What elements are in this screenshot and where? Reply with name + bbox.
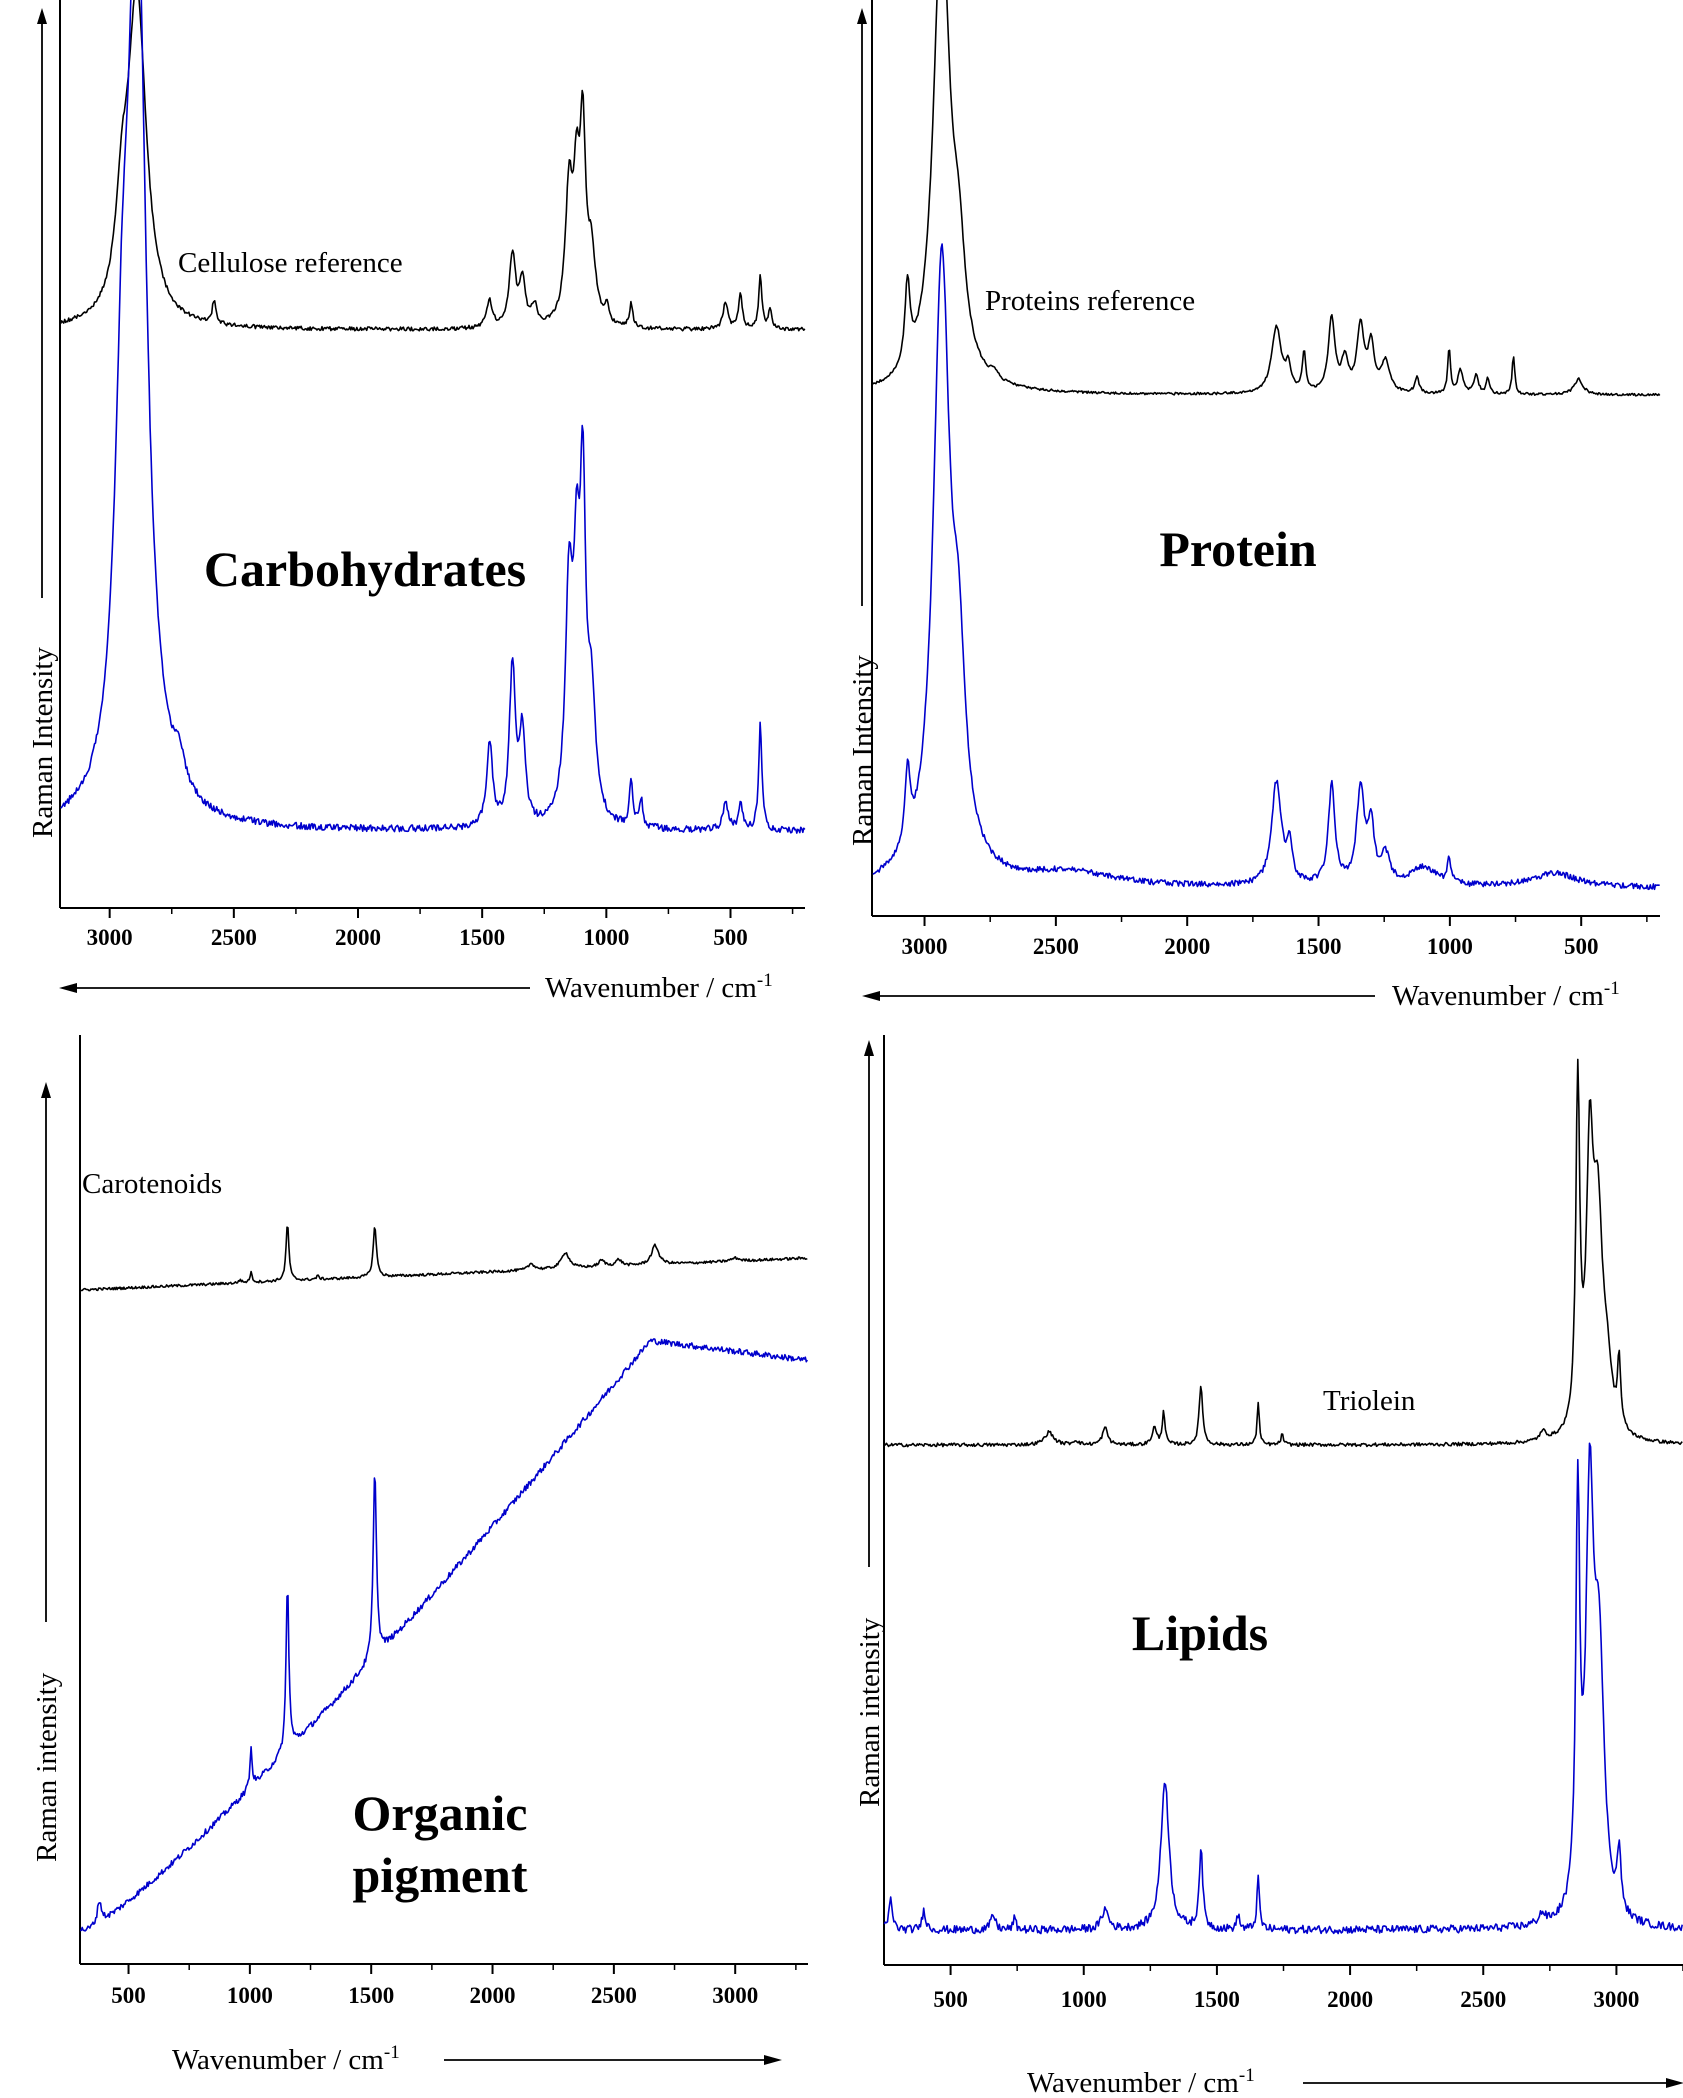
x-axis-arrowhead-icon: [59, 983, 77, 993]
chart-panel-3: 500 1000 1500 2000 2500 3000 Raman intensity Wa…: [31, 1035, 808, 2076]
x-tick-label: 500: [933, 1987, 968, 2012]
x-tick-label: 3000: [87, 925, 133, 950]
x-tick-label: 2000: [1164, 934, 1210, 959]
x-axis-title: Wavenumber / cm-1: [1027, 2065, 1255, 2098]
x-tick-label: 1500: [1194, 1987, 1240, 2012]
y-axis-arrowhead-icon: [857, 8, 867, 24]
x-tick-label: 2000: [470, 1983, 516, 2008]
x-axis-arrowhead-icon: [862, 991, 880, 1001]
sample-spectrum-line: [60, 0, 806, 834]
y-axis-arrowhead-icon: [37, 8, 47, 24]
x-tick-label: 1500: [1296, 934, 1342, 959]
x-axis-title: Wavenumber / cm-1: [172, 2042, 400, 2076]
panel-title-label: pigment: [353, 1847, 528, 1903]
reference-spectrum-line: [883, 1058, 1683, 1448]
reference-spectrum-label: Cellulose reference: [178, 247, 403, 279]
x-tick-label: 2500: [1460, 1987, 1506, 2012]
y-axis-title: Raman Intensity: [847, 655, 879, 846]
x-tick-label: 500: [713, 925, 748, 950]
y-axis-arrowhead-icon: [41, 1082, 51, 1098]
reference-spectrum-line: [872, 0, 1661, 397]
x-tick-label: 2000: [335, 925, 381, 950]
panel-title-label: Lipids: [1132, 1605, 1268, 1661]
x-tick-label: 3000: [1593, 1987, 1639, 2012]
x-tick-label: 1000: [1061, 1987, 1107, 2012]
chart-panel-1: 3000 2500 2000 1500 1000 500 Raman Intensity Wa…: [27, 0, 806, 1004]
x-tick-label: 2500: [591, 1983, 637, 2008]
reference-spectrum-label: Triolein: [1323, 1385, 1416, 1417]
sample-spectrum-line: [872, 243, 1660, 891]
x-axis-title: Wavenumber / cm-1: [1392, 978, 1620, 1012]
y-axis-title: Raman intensity: [854, 1617, 886, 1807]
panel-title-label: Organic: [353, 1785, 528, 1841]
sample-spectrum-line: [883, 1442, 1683, 1935]
y-axis-title: Raman Intensity: [27, 647, 59, 838]
reference-spectrum-line: [59, 0, 806, 332]
reference-spectrum-label: Proteins reference: [985, 285, 1195, 317]
chart-panel-4: 500 1000 1500 2000 2500 3000 Raman intensity Wa…: [854, 1035, 1683, 2098]
x-tick-label: 1500: [348, 1983, 394, 2008]
x-tick-label: 1000: [227, 1983, 273, 2008]
panel-title-label: Protein: [1159, 521, 1317, 577]
x-tick-label: 1000: [1427, 934, 1473, 959]
y-axis-arrowhead-icon: [864, 1040, 874, 1056]
x-axis-title: Wavenumber / cm-1: [545, 970, 773, 1004]
x-tick-label: 2500: [211, 925, 257, 950]
reference-spectrum-label: Carotenoids: [82, 1168, 222, 1200]
x-tick-label: 3000: [902, 934, 948, 959]
panel-title-label: Carbohydrates: [204, 541, 526, 597]
x-tick-label: 1500: [459, 925, 505, 950]
y-axis-title: Raman intensity: [31, 1672, 63, 1862]
x-axis-arrowhead-icon: [764, 2055, 782, 2065]
x-axis-arrowhead-icon: [1666, 2078, 1683, 2088]
x-tick-label: 2500: [1033, 934, 1079, 959]
x-tick-label: 500: [1564, 934, 1599, 959]
x-tick-label: 3000: [712, 1983, 758, 2008]
reference-spectrum-line: [79, 1226, 808, 1292]
sample-spectrum-line: [79, 1338, 808, 1932]
x-tick-label: 1000: [583, 925, 629, 950]
x-tick-label: 500: [111, 1983, 146, 2008]
x-tick-label: 2000: [1327, 1987, 1373, 2012]
chart-panel-2: 3000 2500 2000 1500 1000 500 Raman Intensity Wa…: [847, 0, 1661, 1012]
